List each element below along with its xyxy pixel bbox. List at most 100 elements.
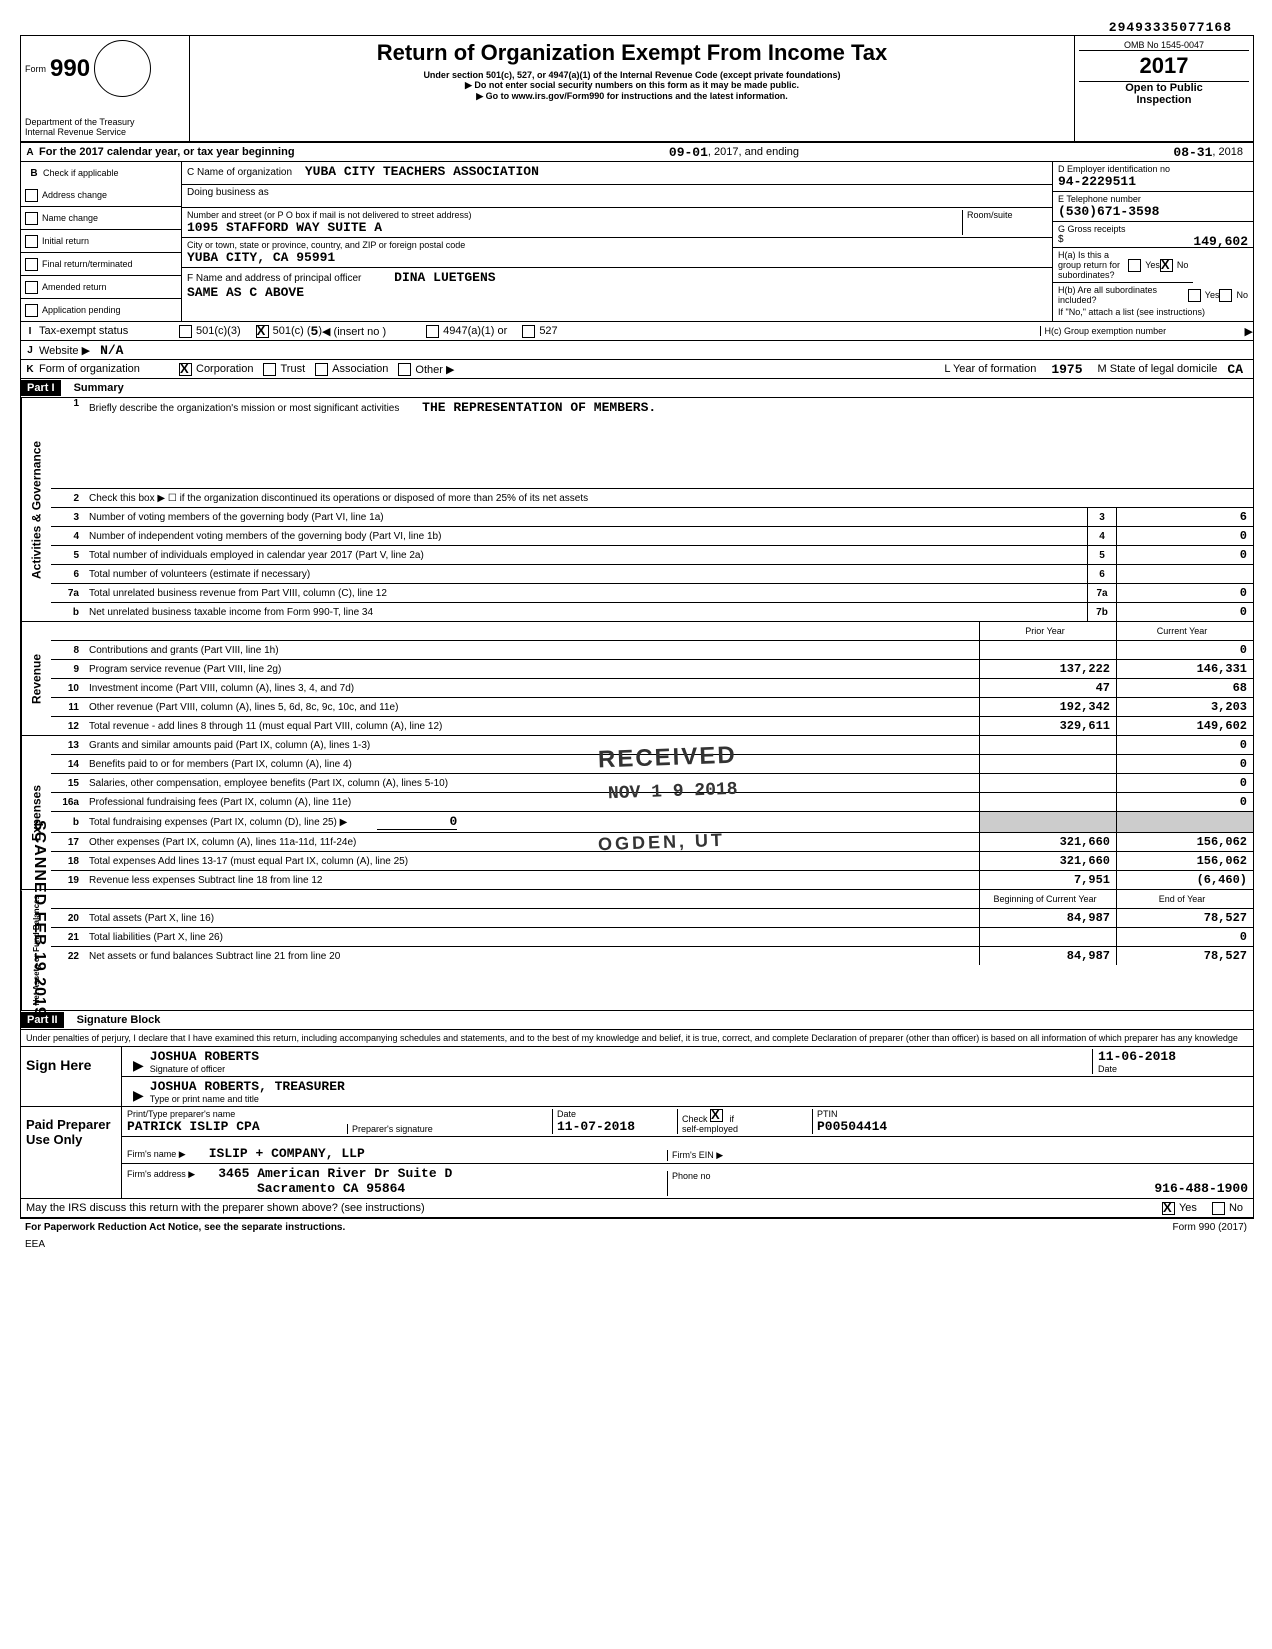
checkbox-ha-yes[interactable] (1128, 259, 1141, 272)
label-name-change: Name change (42, 213, 98, 223)
line-12-desc: Total revenue - add lines 8 through 11 (… (85, 717, 979, 735)
street-address: 1095 STAFFORD WAY SUITE A (187, 220, 962, 235)
firm-ein-label: Firm's EIN ▶ (667, 1150, 1248, 1161)
checkbox-trust[interactable] (263, 363, 276, 376)
line-6-num: 6 (51, 565, 85, 583)
section-net-assets: Net Assets or Fund Balances Beginning of… (21, 890, 1253, 1011)
letter-i: I (21, 326, 39, 337)
line-15-cur: 0 (1116, 774, 1253, 792)
line-16a-cur: 0 (1116, 793, 1253, 811)
boy-header: Beginning of Current Year (979, 890, 1116, 908)
checkbox-corporation[interactable] (179, 363, 192, 376)
paid-preparer-section: Paid Preparer Use Only Print/Type prepar… (21, 1107, 1253, 1199)
line-7a-val: 0 (1116, 584, 1253, 602)
label-application-pending: Application pending (42, 305, 121, 315)
checkbox-501c[interactable] (256, 325, 269, 338)
checkbox-association[interactable] (315, 363, 328, 376)
line-18-cur: 156,062 (1116, 852, 1253, 870)
label-527: 527 (539, 325, 557, 337)
line-20-num: 20 (51, 909, 85, 927)
header-right: OMB No 1545-0047 2017 Open to Public Ins… (1074, 36, 1253, 141)
line-15-num: 15 (51, 774, 85, 792)
checkbox-ha-no[interactable] (1160, 259, 1173, 272)
checkbox-hb-yes[interactable] (1188, 289, 1201, 302)
line-6-box: 6 (1087, 565, 1116, 583)
header-center: Return of Organization Exempt From Incom… (190, 36, 1074, 141)
f-officer-label: F Name and address of principal officer (187, 273, 361, 284)
form-title: Return of Organization Exempt From Incom… (194, 40, 1070, 66)
checkbox-discuss-no[interactable] (1212, 1202, 1225, 1215)
discuss-no: No (1229, 1202, 1243, 1214)
prior-year-header: Prior Year (979, 622, 1116, 640)
firm-addr-1: 3465 American River Dr Suite D (218, 1166, 452, 1181)
mission-statement: THE REPRESENTATION OF MEMBERS. (422, 400, 656, 415)
checkbox-discuss-yes[interactable] (1162, 1202, 1175, 1215)
c-name-label: C Name of organization (187, 167, 292, 178)
hb-no: No (1236, 290, 1248, 300)
line-12-num: 12 (51, 717, 85, 735)
omb-number: OMB No 1545-0047 (1079, 40, 1249, 50)
preparer-name: PATRICK ISLIP CPA (127, 1119, 347, 1134)
checkbox-501c3[interactable] (179, 325, 192, 338)
line-9-cur: 146,331 (1116, 660, 1253, 678)
street-label: Number and street (or P O box if mail is… (187, 210, 962, 220)
checkbox-4947[interactable] (426, 325, 439, 338)
line-21-cur: 0 (1116, 928, 1253, 946)
label-amended: Amended return (42, 282, 107, 292)
city-label: City or town, state or province, country… (187, 240, 1047, 250)
line-7b-desc: Net unrelated business taxable income fr… (85, 603, 1087, 621)
line-9-num: 9 (51, 660, 85, 678)
checkbox-name-change[interactable] (25, 212, 38, 225)
checkbox-amended[interactable] (25, 281, 38, 294)
firm-phone: 916-488-1900 (672, 1181, 1248, 1196)
city-state-zip: YUBA CITY, CA 95991 (187, 250, 1047, 265)
line-17-desc: Other expenses (Part IX, column (A), lin… (85, 833, 979, 851)
form-footer: Form 990 (2017) (1173, 1222, 1247, 1233)
checkbox-final-return[interactable] (25, 258, 38, 271)
dollar-sign: $ (1058, 234, 1064, 245)
ha-no: No (1177, 260, 1189, 270)
line-9-desc: Program service revenue (Part VIII, line… (85, 660, 979, 678)
tax-year: 2017 (1079, 50, 1249, 82)
line-10-cur: 68 (1116, 679, 1253, 697)
subtitle-2: ▶ Do not enter social security numbers o… (194, 80, 1070, 91)
line-19-cur: (6,460) (1116, 871, 1253, 889)
line-17-cur: 156,062 (1116, 833, 1253, 851)
eoy-header: End of Year (1116, 890, 1253, 908)
line-16a-num: 16a (51, 793, 85, 811)
line-5-val: 0 (1116, 546, 1253, 564)
firm-addr-2: Sacramento CA 95864 (257, 1181, 405, 1196)
row-i-tax-status: I Tax-exempt status 501(c)(3) 501(c) ( 5… (21, 322, 1253, 341)
paid-preparer-label: Paid Preparer Use Only (21, 1107, 122, 1198)
d-ein-label: D Employer identification no (1058, 164, 1248, 174)
line-14-desc: Benefits paid to or for members (Part IX… (85, 755, 979, 773)
firm-phone-label: Phone no (672, 1171, 1248, 1181)
current-year-header: Current Year (1116, 622, 1253, 640)
line-16b-prior-shaded (979, 812, 1116, 832)
checkbox-self-employed[interactable] (710, 1109, 723, 1122)
part-2-title: Signature Block (77, 1014, 161, 1026)
col-b-checkboxes: B Check if applicable Address change Nam… (21, 162, 182, 321)
col-c-org-info: C Name of organization YUBA CITY TEACHER… (182, 162, 1053, 321)
ty-end-year: , 2018 (1212, 146, 1243, 158)
checkbox-initial-return[interactable] (25, 235, 38, 248)
preparer-name-label: Print/Type preparer's name (127, 1109, 347, 1119)
line-2-desc: Check this box ▶ ☐ if the organization d… (85, 489, 1253, 507)
label-trust: Trust (280, 363, 305, 375)
form-990: Form 990 Department of the Treasury Inte… (20, 35, 1254, 1219)
gross-receipts: 149,602 (1193, 234, 1248, 249)
scanned-stamp: SCANNED FEB 19 2019 (30, 820, 48, 1017)
checkbox-address-change[interactable] (25, 189, 38, 202)
line-1-num: 1 (51, 398, 85, 409)
label-501c: 501(c) ( (273, 325, 311, 337)
checkbox-hb-no[interactable] (1219, 289, 1232, 302)
officer-sig-name: JOSHUA ROBERTS (150, 1049, 1092, 1064)
checkbox-application-pending[interactable] (25, 304, 38, 317)
l-label: L Year of formation (944, 363, 1036, 375)
label-initial-return: Initial return (42, 236, 89, 246)
label-4947: 4947(a)(1) or (443, 325, 507, 337)
checkbox-527[interactable] (522, 325, 535, 338)
line-5-box: 5 (1087, 546, 1116, 564)
line-18-prior: 321,660 (979, 852, 1116, 870)
checkbox-other[interactable] (398, 363, 411, 376)
